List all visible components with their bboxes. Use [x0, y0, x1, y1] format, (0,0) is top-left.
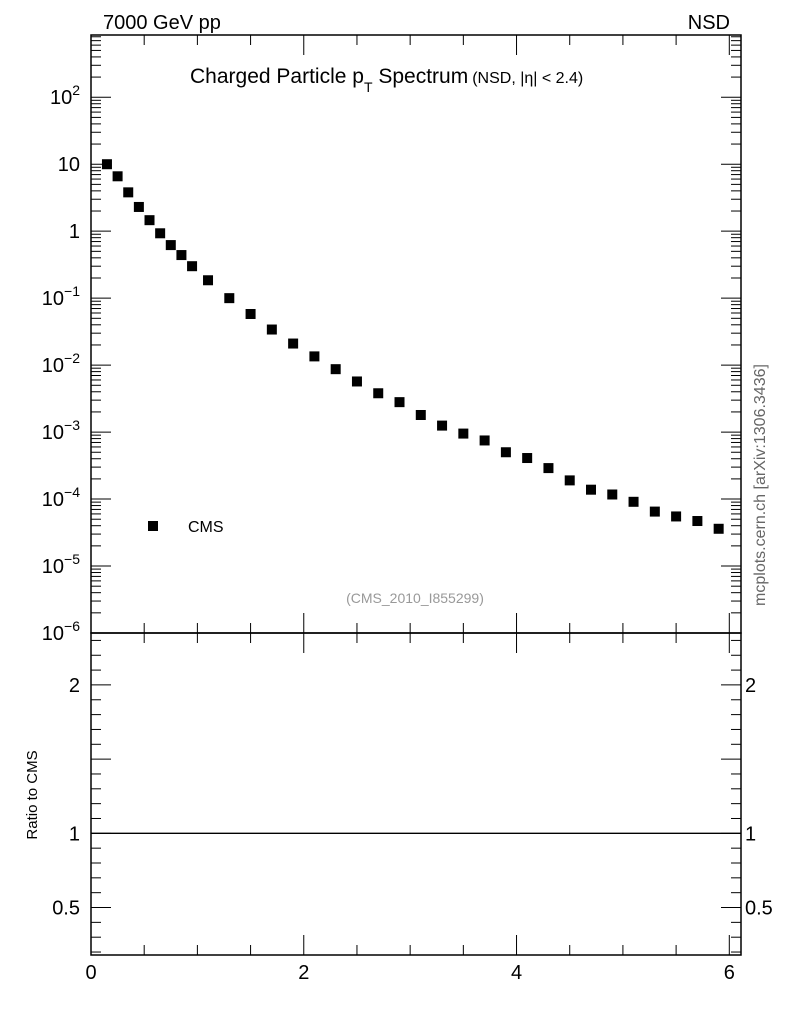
chart-title: Charged Particle pT Spectrum (NSD, |η| < …: [190, 65, 583, 95]
tick-base: 10: [42, 355, 64, 377]
data-point-cms: [692, 516, 703, 527]
tick-exp: −2: [64, 350, 80, 366]
x-tick-label: 0: [85, 962, 96, 984]
tick-base: 10: [58, 154, 80, 176]
tick-base: 10: [42, 623, 64, 645]
ratio-y-tick-label-right: 2: [745, 675, 756, 697]
data-point-cms: [330, 364, 341, 375]
data-point-cms: [522, 453, 533, 464]
main-frame: [90, 34, 742, 634]
side-label: mcplots.cern.ch [arXiv:1306.3436]: [752, 364, 769, 606]
y-tick-label: 1: [69, 221, 80, 243]
data-point-cms: [133, 201, 144, 212]
tick-exp: −4: [64, 484, 80, 500]
tick-base: 10: [50, 87, 72, 109]
title-main: Charged Particle p: [190, 65, 364, 88]
ratio-y-tick-label: 2: [69, 675, 80, 697]
tick-exp: −6: [64, 618, 80, 634]
data-point-cms: [543, 463, 554, 474]
tick-exp: −1: [64, 283, 80, 299]
tick-exp: −5: [64, 551, 80, 567]
ratio-y-tick-label-right: 1: [745, 823, 756, 845]
tick-base: 10: [42, 489, 64, 511]
ratio-y-tick-label: 1: [69, 823, 80, 845]
data-point-cms: [245, 308, 256, 319]
y-tick-label: 10−1: [42, 283, 80, 310]
data-point-cms: [176, 250, 187, 261]
header-right: NSD: [688, 12, 730, 34]
data-point-cms: [123, 187, 134, 198]
data-point-cms: [437, 420, 448, 431]
y-tick-label: 10−5: [42, 551, 80, 578]
header-left: 7000 GeV pp: [103, 12, 221, 34]
data-point-cms: [649, 506, 660, 517]
y-tick-label: 10−6: [42, 618, 80, 645]
legend-label: CMS: [188, 519, 224, 536]
data-point-cms: [155, 228, 166, 239]
y-tick-label: 10−4: [42, 484, 80, 511]
ratio-frame: [90, 632, 742, 956]
data-point-cms: [458, 428, 469, 439]
data-point-cms: [224, 293, 235, 304]
x-tick-label: 6: [724, 962, 735, 984]
watermark: (CMS_2010_I855299): [346, 590, 484, 606]
data-point-cms: [203, 275, 214, 286]
legend-marker: [148, 521, 158, 531]
y-tick-label: 10: [58, 154, 80, 176]
tick-base: 10: [42, 556, 64, 578]
ratio-ylabel: Ratio to CMS: [24, 750, 41, 839]
title-sub: T: [364, 79, 373, 95]
x-tick-label: 4: [511, 962, 522, 984]
data-point-cms: [112, 171, 123, 182]
title-small: (NSD, |η| < 2.4): [472, 70, 583, 87]
data-point-cms: [187, 261, 198, 272]
tick-base: 10: [42, 288, 64, 310]
y-tick-label: 10−2: [42, 350, 80, 377]
ratio-panel: 0 2 4 6 0.5 0.5 1 1 2 2: [52, 632, 773, 984]
data-point-cms: [415, 409, 426, 420]
data-point-cms: [266, 324, 277, 335]
data-point-cms: [101, 159, 112, 170]
data-point-cms: [144, 215, 155, 226]
data-point-cms: [671, 511, 682, 522]
data-point-cms: [500, 447, 511, 458]
legend: CMS: [148, 519, 224, 536]
data-point-cms: [713, 523, 724, 534]
data-point-cms: [351, 376, 362, 387]
tick-exp: 2: [72, 82, 80, 98]
y-tick-label: 10−3: [42, 417, 80, 444]
title-tail: Spectrum: [373, 65, 469, 88]
data-point-cms: [394, 397, 405, 408]
ratio-y-tick-label: 0.5: [52, 898, 80, 920]
x-tick-label: 2: [298, 962, 309, 984]
tick-exp: −3: [64, 417, 80, 433]
data-point-cms: [288, 338, 299, 349]
data-point-cms: [373, 388, 384, 399]
data-point-cms: [607, 489, 618, 500]
ratio-y-tick-label-right: 0.5: [745, 898, 773, 920]
data-point-cms: [479, 435, 490, 446]
y-tick-label: 102: [50, 82, 80, 109]
data-point-cms: [628, 496, 639, 507]
data-point-cms: [564, 475, 575, 486]
tick-base: 10: [42, 422, 64, 444]
data-point-cms: [309, 351, 320, 362]
tick-base: 1: [69, 221, 80, 243]
data-point-cms: [165, 240, 176, 251]
data-point-cms: [586, 484, 596, 495]
